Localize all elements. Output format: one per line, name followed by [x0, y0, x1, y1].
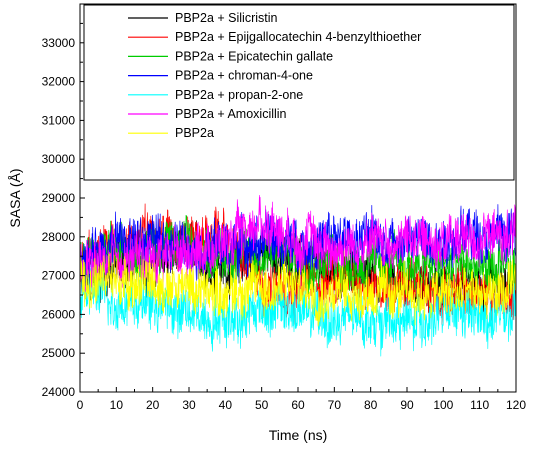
y-tick-label: 32000 — [42, 75, 76, 89]
y-axis-title: SASA (Å) — [7, 168, 23, 227]
y-tick-label: 31000 — [42, 113, 76, 127]
series-layer — [79, 195, 517, 357]
y-tick-label: 29000 — [42, 191, 76, 205]
x-tick-label: 50 — [255, 398, 269, 412]
x-tick-label: 30 — [182, 398, 196, 412]
legend-label-0: PBP2a + Silicristin — [175, 11, 278, 25]
x-tick-label: 40 — [219, 398, 233, 412]
x-tick-label: 100 — [433, 398, 453, 412]
x-axis-title: Time (ns) — [269, 427, 328, 443]
x-tick-label: 60 — [291, 398, 305, 412]
legend-label-4: PBP2a + propan-2-one — [175, 88, 303, 102]
x-tick-label: 0 — [77, 398, 84, 412]
x-tick-label: 120 — [506, 398, 526, 412]
y-tick-label: 27000 — [42, 269, 76, 283]
y-tick-label: 26000 — [42, 307, 76, 321]
y-tick-label: 24000 — [42, 385, 76, 399]
x-tick-label: 20 — [146, 398, 160, 412]
legend-label-3: PBP2a + chroman-4-one — [175, 69, 313, 83]
legend: PBP2a + Silicristin PBP2a + Epijgallocate… — [83, 4, 515, 181]
x-tick-label: 10 — [110, 398, 124, 412]
ticks-layer: 0 10 20 30 40 50 60 70 80 90 100 110 120 24000 25000 26… — [42, 22, 526, 412]
x-tick-label: 110 — [470, 398, 489, 412]
x-tick-label: 70 — [328, 398, 342, 412]
legend-label-5: PBP2a + Amoxicillin — [175, 107, 287, 121]
y-tick-label: 25000 — [42, 346, 76, 360]
y-tick-label: 28000 — [42, 230, 76, 244]
series-line-5 — [79, 195, 517, 293]
legend-label-2: PBP2a + Epicatechin gallate — [175, 49, 333, 63]
x-tick-label: 80 — [364, 398, 378, 412]
y-tick-label: 33000 — [42, 36, 76, 50]
legend-label-6: PBP2a — [175, 126, 214, 140]
legend-label-1: PBP2a + Epijgallocatechin 4-benzylthioet… — [175, 30, 421, 44]
legend-box — [83, 4, 515, 181]
y-tick-label: 30000 — [42, 152, 76, 166]
x-tick-label: 90 — [400, 398, 414, 412]
series-line-6 — [79, 253, 517, 327]
